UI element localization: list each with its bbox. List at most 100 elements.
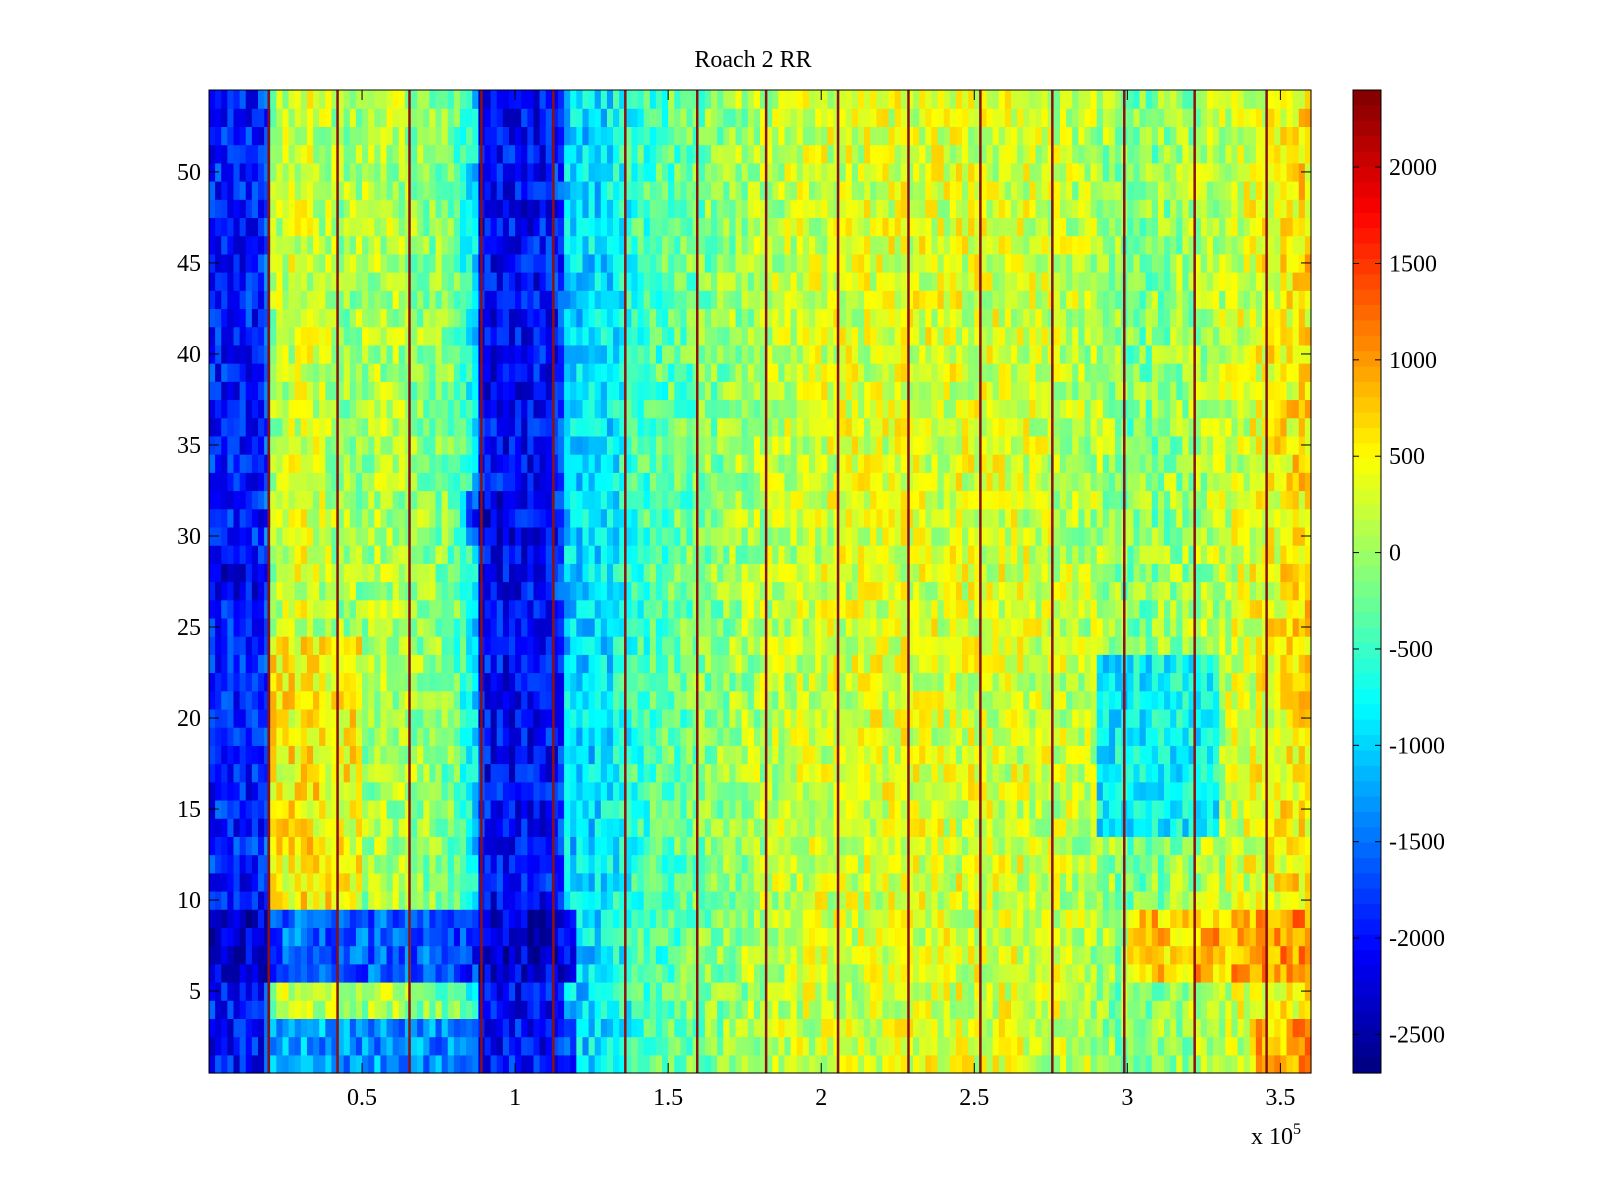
heatmap-cell	[906, 945, 914, 965]
heatmap-cell	[282, 599, 290, 619]
heatmap-cell	[349, 927, 357, 947]
heatmap-cell	[1066, 636, 1073, 655]
heatmap-cell	[1084, 927, 1092, 947]
heatmap-cell	[1219, 945, 1226, 965]
heatmap-cell	[270, 854, 277, 874]
heatmap-cell	[1108, 727, 1116, 746]
heatmap-cell	[411, 927, 418, 947]
heatmap-cell	[1102, 745, 1110, 765]
heatmap-cell	[1145, 599, 1153, 619]
heatmap-cell	[753, 690, 761, 710]
heatmap-cell	[1188, 745, 1196, 765]
heatmap-cell	[925, 945, 933, 965]
heatmap-cell	[1084, 818, 1092, 837]
heatmap-cell	[1139, 708, 1147, 728]
heatmap-cell	[564, 945, 571, 965]
heatmap-cell	[270, 909, 277, 928]
heatmap-cell	[233, 854, 241, 874]
heatmap-cell	[325, 963, 333, 983]
heatmap-cell	[1188, 890, 1196, 910]
heatmap-cell	[760, 599, 767, 619]
heatmap-cell	[502, 708, 510, 728]
heatmap-cell	[827, 1000, 835, 1019]
heatmap-cell	[557, 927, 565, 947]
heatmap-cell	[447, 1054, 455, 1074]
heatmap-cell	[1078, 927, 1086, 947]
heatmap-cell	[668, 854, 675, 874]
heatmap-cell	[1176, 690, 1184, 710]
heatmap-cell	[808, 927, 816, 947]
heatmap-cell	[209, 927, 216, 947]
heatmap-cell	[619, 763, 626, 783]
heatmap-cell	[674, 1054, 682, 1074]
heatmap-cell	[668, 945, 675, 965]
heatmap-cell	[527, 617, 535, 637]
heatmap-cell	[943, 872, 951, 892]
heatmap-cell	[1249, 927, 1257, 947]
heatmap-cell	[668, 836, 675, 856]
heatmap-cell	[411, 599, 418, 619]
heatmap-cell	[906, 763, 914, 783]
heatmap-cell	[686, 1036, 694, 1056]
heatmap-cell	[276, 890, 284, 910]
heatmap-cell	[447, 963, 455, 983]
heatmap-cell	[1182, 890, 1190, 910]
heatmap-cell	[949, 818, 957, 837]
heatmap-cell	[980, 581, 988, 601]
heatmap-cell	[974, 1054, 981, 1074]
heatmap-cell	[1023, 963, 1030, 983]
heatmap-cell	[1200, 854, 1208, 874]
heatmap-cell	[1274, 654, 1281, 674]
heatmap-cell	[1200, 708, 1208, 728]
heatmap-cell	[521, 963, 528, 983]
heatmap-cell	[1157, 745, 1165, 765]
heatmap-cell	[1188, 872, 1196, 892]
heatmap-cell	[1072, 1036, 1079, 1056]
heatmap-cell	[270, 672, 277, 692]
heatmap-cell	[876, 981, 884, 1001]
heatmap-cell	[1090, 945, 1098, 965]
heatmap-cell	[845, 690, 853, 710]
heatmap-cell	[955, 672, 963, 692]
heatmap-cell	[337, 927, 345, 947]
heatmap-cell	[1127, 1000, 1135, 1019]
heatmap-cell	[796, 890, 804, 910]
heatmap-cell	[1059, 909, 1067, 928]
heatmap-cell	[998, 872, 1006, 892]
heatmap-cell	[453, 654, 461, 674]
heatmap-cell	[527, 836, 535, 856]
heatmap-cell	[1151, 581, 1159, 601]
heatmap-cell	[557, 708, 565, 728]
heatmap-cell	[1286, 963, 1294, 983]
heatmap-cell	[1133, 654, 1141, 674]
heatmap-cell	[662, 872, 669, 892]
heatmap-cell	[209, 581, 216, 601]
heatmap-cell	[747, 799, 755, 819]
heatmap-cell	[894, 945, 902, 965]
heatmap-cell	[380, 890, 388, 910]
heatmap-cell	[306, 672, 314, 692]
heatmap-cell	[1090, 854, 1098, 874]
heatmap-cell	[674, 781, 682, 801]
heatmap-cell	[453, 963, 461, 983]
heatmap-cell	[729, 727, 737, 746]
heatmap-cell	[1023, 890, 1030, 910]
heatmap-cell	[784, 963, 792, 983]
heatmap-cell	[398, 818, 406, 837]
heatmap-cell	[900, 563, 908, 583]
heatmap-cell	[631, 1036, 639, 1056]
heatmap-cell	[576, 836, 584, 856]
heatmap-cell	[276, 836, 284, 856]
heatmap-cell	[1170, 599, 1177, 619]
heatmap-cell	[637, 745, 645, 765]
heatmap-cell	[827, 1018, 835, 1038]
heatmap-cell	[986, 799, 994, 819]
heatmap-cell	[1011, 763, 1018, 783]
heatmap-cell	[411, 945, 418, 965]
heatmap-cell	[790, 672, 798, 692]
heatmap-cell	[913, 981, 920, 1001]
heatmap-cell	[319, 599, 326, 619]
heatmap-cell	[1053, 581, 1061, 601]
heatmap-cell	[1164, 672, 1171, 692]
heatmap-cell	[839, 1018, 847, 1038]
